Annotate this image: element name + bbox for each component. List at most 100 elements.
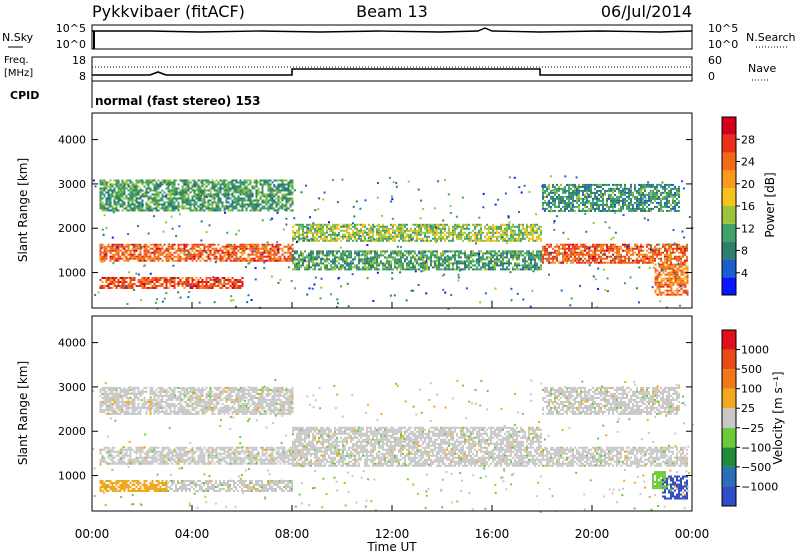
velocity-colorbar-swatch [722,447,736,467]
velocity-colorbar-tick-label: 100 [741,383,762,396]
power-y-axis-label: Slant Range [km] [16,158,30,262]
velocity-data-bands [92,378,694,513]
velocity-colorbar-swatch [722,408,736,428]
velocity-band [99,386,294,415]
velocity-band [542,386,680,415]
power-colorbar-swatch [722,277,736,295]
nsky-tick-bottom: 10^0 [56,38,86,51]
velocity-colorbar-label: Velocity [m s⁻¹] [771,371,785,464]
velocity-panel: 1000 2000 3000 4000 00:00 04:00 08:00 12:00 16:… [16,302,709,554]
nave-label: Nave [748,62,776,75]
power-band [654,263,689,296]
velocity-y-tick-label: 3000 [58,381,86,394]
power-y-tick-label: 2000 [58,222,86,235]
velocity-colorbar-tick-label: 25 [741,402,755,415]
cpid-text: normal (fast stereo) 153 [95,94,261,108]
power-band [292,250,542,271]
freq-label: Freq. [4,55,29,66]
velocity-colorbar-frame [721,329,737,507]
power-y-tick-label: 1000 [58,267,86,280]
velocity-colorbar-tick-label: −100 [741,441,771,454]
power-colorbar-swatch [722,223,736,242]
power-y-ticks: 1000 2000 3000 4000 [58,134,692,280]
power-colorbar: 4 8 12 16 20 24 28 Power [dB] [721,116,777,296]
velocity-band [99,479,168,492]
freq-panel [91,56,693,82]
power-colorbar-swatch [722,134,736,153]
power-band [542,183,680,212]
power-band [99,243,294,262]
velocity-y-tick-label: 1000 [58,470,86,483]
time-x-tick-label: 00:00 [675,527,710,541]
nsky-trace [92,27,693,33]
freq-trace [92,68,692,76]
station-title: Pykkvibaer (fitACF) [92,2,245,21]
power-colorbar-swatch [722,259,736,278]
nsky-panel [91,24,693,50]
velocity-colorbar: 1000 500 100 25 −25 −100 −500 −1000 Velocity [m… [721,329,785,507]
velocity-band [652,471,666,490]
power-colorbar-swatch [722,206,736,224]
nsky-tick-top: 10^5 [56,22,86,35]
power-colorbar-swatch [722,188,736,206]
velocity-colorbar-swatch [722,486,736,506]
velocity-y-tick-label: 4000 [58,337,86,350]
time-x-tick-label: 04:00 [175,527,210,541]
nsky-label: N.Sky [2,31,34,44]
velocity-y-ticks: 1000 2000 3000 4000 [58,337,692,483]
time-x-ticks: 00:00 04:00 08:00 12:00 16:00 20:00 00:00 [75,302,710,541]
velocity-colorbar-tick-label: 500 [741,363,762,376]
power-colorbar-swatch [722,170,736,189]
power-colorbar-tick-label: 16 [741,200,755,213]
freq-tick-top: 18 [72,54,86,67]
power-colorbar-swatch [722,152,736,171]
time-x-tick-label: 16:00 [475,527,510,541]
velocity-colorbar-ticks: 1000 500 100 25 −25 −100 −500 −1000 [736,344,778,493]
velocity-band [662,475,688,500]
nsearch-label: N.Search [746,31,796,44]
power-colorbar-tick-label: 24 [741,156,755,169]
velocity-band [99,446,294,465]
velocity-colorbar-swatch [722,369,736,389]
power-band [99,179,294,212]
power-colorbar-tick-label: 8 [741,245,748,258]
velocity-colorbar-tick-label: −1000 [741,480,778,493]
cpid-label: CPID [10,89,39,102]
velocity-band [292,426,542,467]
freq-unit: [MHz] [4,68,33,79]
power-band [99,276,244,289]
power-data-bands [92,175,694,310]
velocity-colorbar-swatch [722,427,736,448]
power-colorbar-ticks: 4 8 12 16 20 24 28 [736,133,755,280]
velocity-band [542,446,688,467]
power-colorbar-tick-label: 4 [741,267,748,280]
velocity-colorbar-swatch [722,388,736,409]
velocity-y-axis-label: Slant Range [km] [16,361,30,465]
power-colorbar-swatch [722,117,736,135]
power-colorbar-swatch [722,241,736,260]
time-x-tick-label: 00:00 [75,527,110,541]
velocity-band [167,479,293,492]
time-x-tick-label: 12:00 [375,527,410,541]
velocity-colorbar-tick-label: 1000 [741,344,769,357]
power-colorbar-tick-label: 12 [741,222,755,235]
velocity-colorbar-swatches [722,330,736,506]
time-axis-label: Time UT [366,540,417,554]
nsearch-tick-bottom: 10^0 [708,38,738,51]
velocity-colorbar-swatch [722,349,736,370]
power-band [542,243,688,264]
velocity-scatter-points [92,378,694,513]
power-y-tick-label: 4000 [58,134,86,147]
velocity-colorbar-tick-label: −500 [741,461,771,474]
beam-label: Beam 13 [356,2,428,21]
power-colorbar-label: Power [dB] [763,172,777,237]
velocity-colorbar-tick-label: −25 [741,422,764,435]
power-band [292,223,542,242]
nsearch-tick-top: 10^5 [708,22,738,35]
velocity-y-tick-label: 2000 [58,425,86,438]
time-x-tick-label: 20:00 [575,527,610,541]
nave-tick-bottom: 0 [708,70,715,83]
power-panel: 1000 2000 3000 4000 Slant Range [km] [16,112,694,310]
power-colorbar-tick-label: 20 [741,178,755,191]
